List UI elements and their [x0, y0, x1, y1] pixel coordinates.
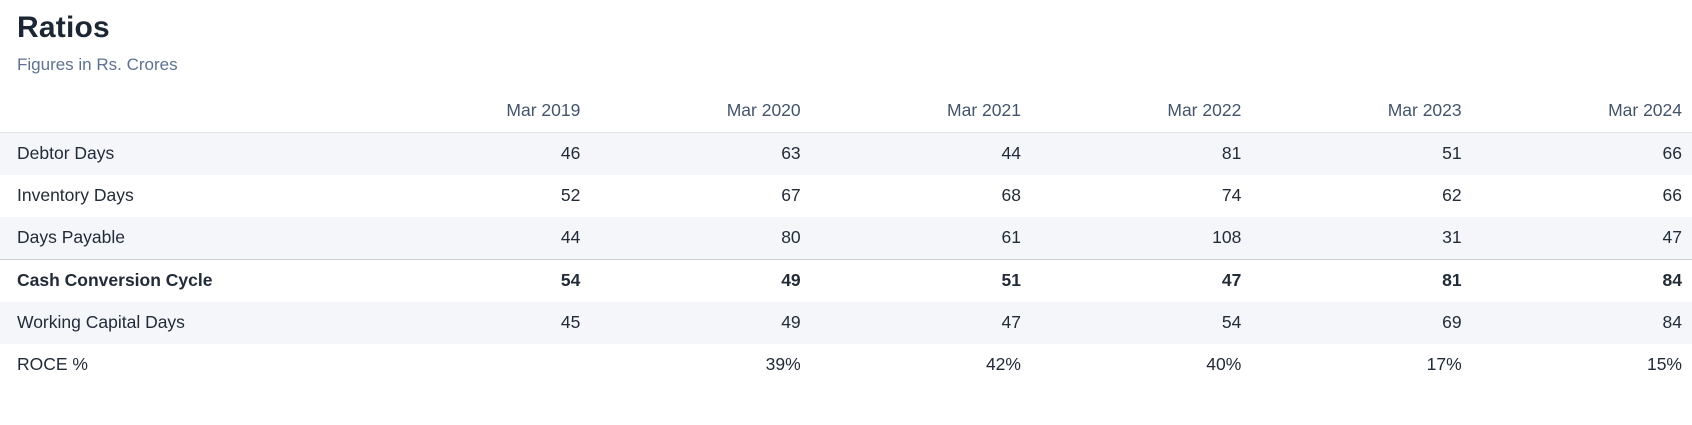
year-column-header: Mar 2021 [810, 89, 1031, 134]
row-label-cell: Working Capital Days [17, 311, 185, 332]
ratios-table: Mar 2019 Mar 2020 Mar 2021 Mar 2022 Mar 2023… [0, 89, 1692, 385]
value-cell: 66 [1662, 185, 1682, 206]
value-cell: 45 [560, 311, 581, 332]
value-cell: 49 [590, 259, 811, 302]
value-cell: 81 [1251, 259, 1472, 302]
value-cell [370, 344, 590, 386]
value-cell: 66 [1662, 143, 1682, 164]
year-column-header: Mar 2023 [1251, 89, 1472, 134]
row-label-cell: ROCE % [17, 353, 88, 374]
value-cell: 49 [781, 311, 801, 332]
value-cell: 31 [1442, 227, 1462, 248]
row-label-cell: Debtor Days [17, 143, 115, 164]
value-cell: 54 [370, 259, 591, 302]
value-cell: 46 [560, 143, 581, 164]
value-cell: 51 [810, 259, 1031, 302]
table-row: Days Payable 44 80 61 108 31 47 [0, 217, 1692, 260]
year-column-header: Mar 2020 [590, 89, 811, 134]
row-label-cell: Cash Conversion Cycle [0, 259, 370, 302]
value-cell: 40% [1206, 353, 1242, 374]
value-cell: 84 [1662, 311, 1682, 332]
value-cell: 84 [1471, 259, 1692, 302]
value-cell: 52 [560, 185, 581, 206]
value-cell: 47 [1662, 227, 1682, 248]
value-cell: 81 [1221, 143, 1242, 164]
value-cell: 44 [1001, 143, 1021, 164]
table-row: ROCE % 39% 42% 40% 17% 15% [0, 344, 1692, 386]
value-cell: 63 [781, 143, 801, 164]
value-cell: 74 [1221, 185, 1242, 206]
value-cell: 68 [1001, 185, 1021, 206]
value-cell: 44 [560, 227, 581, 248]
year-column-header: Mar 2024 [1471, 89, 1692, 134]
value-cell: 67 [781, 185, 801, 206]
row-label-cell: Days Payable [17, 227, 125, 248]
year-column-header: Mar 2019 [370, 89, 591, 134]
value-cell: 42% [985, 353, 1021, 374]
row-label-header [0, 89, 370, 134]
value-cell: 39% [765, 353, 801, 374]
year-column-header: Mar 2022 [1030, 89, 1252, 134]
value-cell: 61 [1001, 227, 1021, 248]
value-cell: 15% [1646, 353, 1682, 374]
value-cell: 47 [1030, 259, 1252, 302]
value-cell: 17% [1426, 353, 1462, 374]
value-cell: 108 [1212, 227, 1242, 248]
table-row: Inventory Days 52 67 68 74 62 66 [0, 175, 1692, 217]
ratios-section: Ratios Figures in Rs. Crores Mar 2019 Mar… [0, 11, 1692, 385]
table-header-row: Mar 2019 Mar 2020 Mar 2021 Mar 2022 Mar 2023… [0, 89, 1692, 134]
value-cell: 51 [1442, 143, 1462, 164]
table-row: Debtor Days 46 63 44 81 51 66 [0, 132, 1692, 176]
row-label-cell: Inventory Days [17, 185, 134, 206]
section-title: Ratios [17, 11, 110, 44]
table-body: Debtor Days 46 63 44 81 51 66 Inventory Days 52 6… [0, 132, 1692, 386]
value-cell: 47 [1001, 311, 1021, 332]
table-row: Cash Conversion Cycle 54 49 51 47 81 84 [0, 259, 1692, 302]
value-cell: 69 [1442, 311, 1462, 332]
units-note: Figures in Rs. Crores [17, 55, 178, 74]
value-cell: 62 [1442, 185, 1462, 206]
table-row: Working Capital Days 45 49 47 54 69 84 [0, 301, 1692, 344]
value-cell: 80 [781, 227, 801, 248]
value-cell: 54 [1221, 311, 1242, 332]
